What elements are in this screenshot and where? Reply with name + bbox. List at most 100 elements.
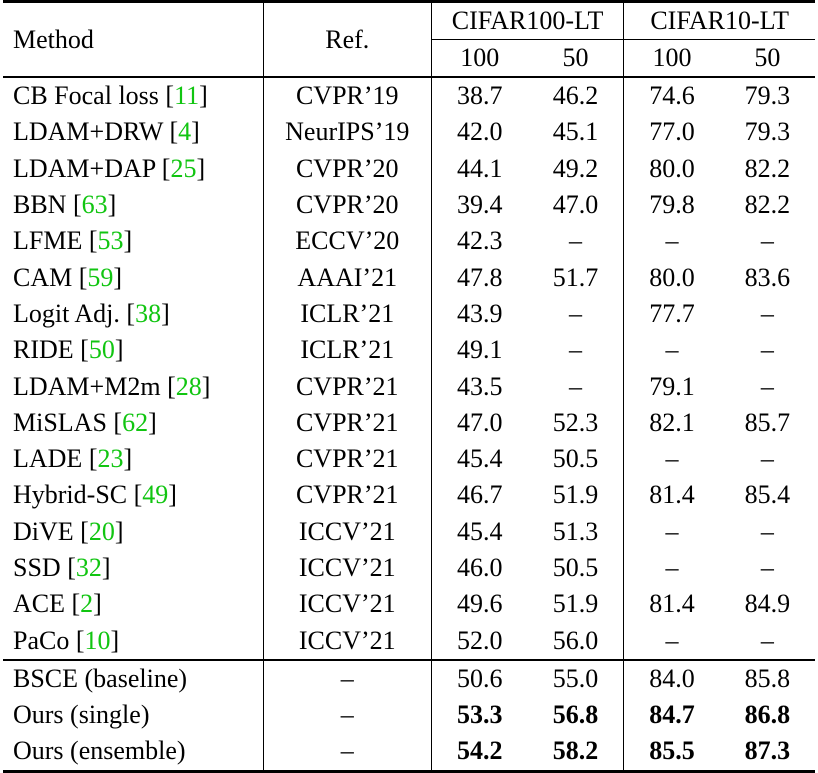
value-cell: 49.1 bbox=[430, 332, 528, 369]
ref-cell: ICCV’21 bbox=[262, 513, 432, 550]
results-table: Method Ref. CIFAR100-LT CIFAR10-LT 100 5… bbox=[3, 0, 815, 773]
method-cell: ACE [2] bbox=[13, 589, 102, 619]
citation-link[interactable]: 10 bbox=[84, 625, 111, 655]
value-cell: 83.6 bbox=[744, 262, 791, 292]
value-cell: 80.0 bbox=[623, 259, 720, 296]
value-cell: 79.8 bbox=[623, 186, 720, 224]
citation-link[interactable]: 62 bbox=[122, 407, 149, 437]
ref-cell: – bbox=[262, 733, 432, 773]
ref-cell: CVPR’21 bbox=[262, 404, 432, 441]
value-cell: 45.1 bbox=[552, 117, 599, 147]
value-cell: 42.3 bbox=[430, 223, 528, 260]
value-cell: – bbox=[568, 226, 582, 256]
citation-link[interactable]: 32 bbox=[75, 553, 102, 582]
value-cell: 86.8 bbox=[744, 700, 791, 730]
method-cell: MiSLAS [62] bbox=[13, 407, 157, 437]
value-cell: 85.4 bbox=[744, 480, 791, 510]
value-cell: 51.3 bbox=[552, 516, 599, 546]
ref-cell: – bbox=[262, 658, 432, 698]
value-cell: 47.0 bbox=[430, 404, 528, 441]
value-cell: 56.0 bbox=[552, 625, 599, 655]
value-cell: 43.9 bbox=[430, 295, 528, 333]
value-cell: 85.7 bbox=[744, 407, 791, 437]
ref-cell: AAAI’21 bbox=[262, 259, 432, 296]
header-cifar100: CIFAR100-LT bbox=[430, 0, 624, 40]
header-cifar100-ratio-100: 100 bbox=[430, 39, 528, 77]
ref-cell: CVPR’20 bbox=[262, 150, 432, 187]
value-cell: 45.4 bbox=[430, 513, 528, 550]
citation-link[interactable]: 28 bbox=[175, 371, 202, 401]
value-cell: 80.0 bbox=[623, 150, 720, 187]
value-cell: 77.7 bbox=[623, 295, 720, 333]
citation-link[interactable]: 59 bbox=[87, 262, 114, 292]
ref-cell: ICCV’21 bbox=[262, 549, 432, 587]
value-cell: – bbox=[760, 335, 774, 365]
method-name: LDAM+DRW bbox=[13, 117, 170, 147]
value-cell: 50.6 bbox=[430, 658, 528, 698]
method-cell: CB Focal loss [11] bbox=[3, 75, 264, 115]
table-row: Logit Adj. [38] ICLR’21 43.9 – 77.7 – bbox=[3, 295, 815, 333]
citation-link[interactable]: 25 bbox=[170, 153, 197, 183]
citation-link[interactable]: 50 bbox=[88, 335, 115, 365]
method-cell: SSD [32] bbox=[13, 553, 111, 582]
value-cell: 46.0 bbox=[430, 549, 528, 587]
value-cell: 81.4 bbox=[623, 477, 720, 514]
method-cell: PaCo [10] bbox=[13, 625, 120, 655]
citation-link[interactable]: 49 bbox=[142, 480, 169, 510]
table-row: RIDE [50] ICLR’21 49.1 – – – bbox=[3, 332, 815, 369]
method-cell: Logit Adj. [38] bbox=[13, 298, 170, 328]
value-cell: – bbox=[760, 553, 774, 582]
table-row: BSCE (baseline) –50.6 55.0 84.0 85.8 bbox=[3, 658, 815, 698]
method-name: PaCo bbox=[13, 625, 76, 655]
header-ref: Ref. bbox=[262, 0, 432, 77]
value-cell: 47.0 bbox=[552, 190, 599, 220]
value-cell: – bbox=[623, 622, 720, 660]
table-row: LADE [23] CVPR’21 45.4 50.5– – bbox=[3, 440, 815, 478]
ref-cell: ICCV’21 bbox=[262, 622, 432, 660]
citation-link[interactable]: 23 bbox=[97, 444, 124, 474]
value-cell: 85.5 bbox=[623, 733, 720, 773]
method-name: Ours (ensemble) bbox=[3, 733, 264, 773]
value-cell: 53.3 bbox=[430, 697, 528, 734]
table-row: LDAM+DRW [4] NeurIPS’19 42.0 45.1 77.0 79.3 bbox=[3, 114, 815, 151]
value-cell: 52.0 bbox=[430, 622, 528, 660]
method-name: CB Focal loss bbox=[13, 81, 166, 111]
citation-link[interactable]: 63 bbox=[81, 190, 108, 220]
value-cell: 51.7 bbox=[552, 262, 599, 292]
header-cifar10-ratio-50: 50 bbox=[719, 39, 815, 77]
value-cell: 49.2 bbox=[552, 153, 599, 183]
header-cifar10-ratio-100: 100 bbox=[623, 39, 720, 77]
value-cell: 50.5 bbox=[552, 444, 599, 474]
table-row: ACE [2] ICCV’21 49.6 51.9 81.4 84.9 bbox=[3, 586, 815, 623]
value-cell: 54.2 bbox=[430, 733, 528, 773]
value-cell: 82.1 bbox=[623, 404, 720, 441]
value-cell: 55.0 bbox=[527, 658, 624, 698]
value-cell: 45.4 bbox=[430, 440, 528, 478]
value-cell: 82.2 bbox=[744, 190, 791, 220]
citation-link[interactable]: 38 bbox=[135, 298, 162, 328]
ref-cell: ICLR’21 bbox=[262, 332, 432, 369]
ref-cell: CVPR’21 bbox=[262, 368, 432, 405]
method-name: Hybrid-SC bbox=[13, 480, 134, 510]
value-cell: 79.3 bbox=[744, 117, 791, 147]
value-cell: 43.5 bbox=[430, 368, 528, 405]
citation-link[interactable]: 2 bbox=[80, 589, 94, 619]
citation-link[interactable]: 11 bbox=[174, 81, 200, 111]
citation-link[interactable]: 53 bbox=[97, 226, 124, 256]
citation-link[interactable]: 4 bbox=[178, 117, 192, 147]
value-cell: 87.3 bbox=[719, 733, 815, 773]
method-cell: BBN [63] bbox=[13, 190, 117, 220]
method-name: LFME bbox=[13, 226, 89, 256]
value-cell: – bbox=[760, 371, 774, 401]
method-name: LADE bbox=[13, 444, 89, 474]
ref-cell: ICLR’21 bbox=[262, 295, 432, 333]
table-row: CB Focal loss [11] CVPR’19 38.7 46.2 74.6 79.… bbox=[3, 75, 815, 115]
method-name: RIDE bbox=[13, 335, 81, 365]
citation-link[interactable]: 20 bbox=[88, 516, 115, 546]
ref-cell: CVPR’21 bbox=[262, 477, 432, 514]
value-cell: 84.7 bbox=[623, 697, 720, 734]
value-cell: – bbox=[568, 335, 582, 365]
value-cell: 84.9 bbox=[744, 589, 791, 619]
method-name: LDAM+DAP bbox=[13, 153, 162, 183]
table-row: LDAM+M2m [28] CVPR’21 43.5 – 79.1 – bbox=[3, 368, 815, 405]
